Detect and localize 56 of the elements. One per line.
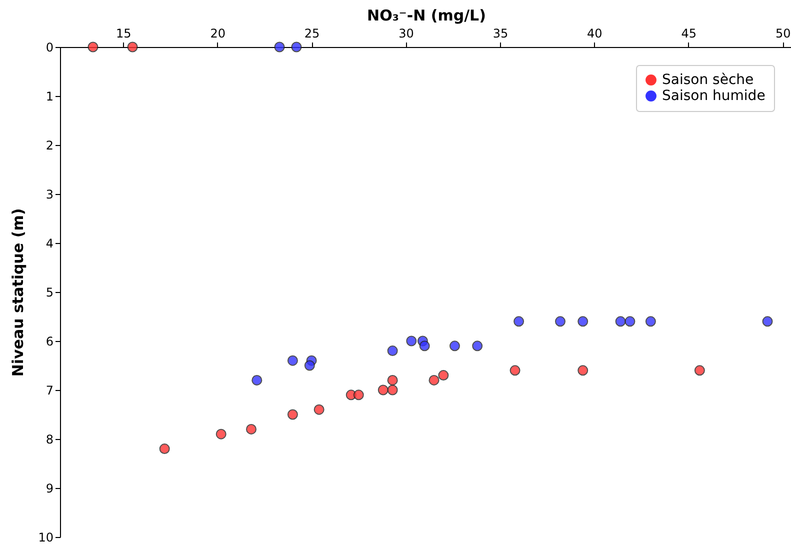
point <box>514 316 524 327</box>
point <box>246 424 256 434</box>
y-tick-label: 6 <box>46 334 54 348</box>
point <box>353 390 364 400</box>
y-tick-label: 2 <box>46 138 54 152</box>
point <box>216 428 226 440</box>
y-tick-label: 9 <box>46 482 54 496</box>
legend-label: Saison sèche <box>662 72 754 88</box>
point <box>472 340 483 352</box>
x-tick-label: 35 <box>492 26 508 40</box>
legend-label: Saison humide <box>662 88 766 104</box>
y-tick-label: 3 <box>46 188 54 202</box>
point <box>406 336 417 346</box>
point <box>438 370 449 381</box>
point <box>555 316 566 327</box>
point <box>449 340 460 352</box>
point <box>88 42 98 52</box>
y-tick-label: 10 <box>38 530 54 544</box>
y-tick-label: 7 <box>46 384 54 398</box>
point <box>378 384 388 396</box>
point <box>615 316 626 327</box>
point <box>387 374 398 386</box>
x-tick-label: 45 <box>681 26 697 40</box>
point <box>510 365 520 376</box>
point <box>387 346 398 356</box>
point <box>428 374 440 386</box>
point <box>304 360 315 371</box>
point <box>578 365 588 376</box>
x-tick-label: 25 <box>304 26 320 40</box>
point <box>159 444 170 454</box>
point <box>314 404 324 415</box>
y-tick-label: 1 <box>46 90 54 104</box>
point <box>127 42 138 52</box>
point <box>287 409 298 420</box>
x-tick-label: 15 <box>116 26 132 40</box>
y-tick-label: 5 <box>46 286 54 300</box>
point <box>419 340 430 352</box>
point <box>762 316 773 327</box>
y-tick-label: 4 <box>46 236 54 250</box>
point <box>287 355 298 366</box>
point <box>578 316 588 327</box>
y-axis-title: Niveau statique (m) <box>9 208 28 377</box>
point <box>274 42 285 52</box>
point <box>694 365 705 376</box>
point <box>291 42 302 52</box>
x-axis-title: NO₃⁻-N (mg/L) <box>367 6 486 24</box>
point <box>624 316 636 327</box>
point <box>387 384 398 396</box>
x-tick-label: 50 <box>775 26 791 40</box>
point <box>252 374 262 386</box>
x-tick-label: 30 <box>398 26 414 40</box>
x-tick-label: 20 <box>210 26 226 40</box>
x-tick-label: 40 <box>587 26 602 40</box>
y-tick-label: 0 <box>46 40 54 54</box>
y-tick-label: 8 <box>46 432 54 446</box>
point <box>645 316 656 327</box>
